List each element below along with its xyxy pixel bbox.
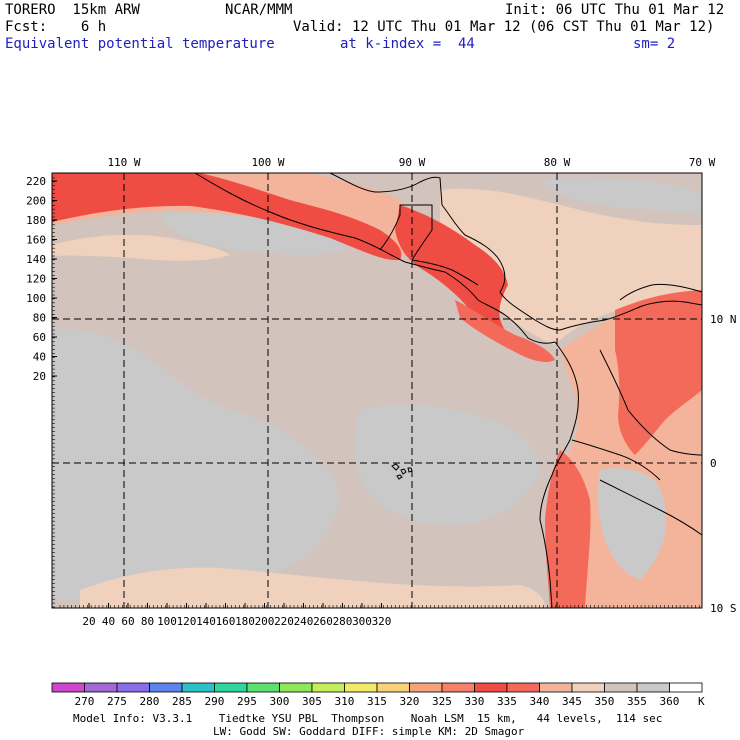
high-theta-e-region <box>545 450 591 608</box>
ecuador-border <box>571 439 661 481</box>
low-theta-e-region <box>540 177 702 215</box>
y-tick-label: 40 <box>33 351 46 364</box>
colorbar-label: 335 <box>497 695 517 708</box>
field-name: Equivalent potential temperature <box>5 36 275 52</box>
x-tick-label: 160 <box>216 615 236 628</box>
latitude-label: 10 N <box>710 313 737 326</box>
x-tick-label: 140 <box>196 615 216 628</box>
latitude-label: 0 <box>710 457 717 470</box>
model-info-line: Model Info: V3.3.1 Tiedtke YSU PBL Thomp… <box>73 712 663 725</box>
x-tick-label: 180 <box>235 615 255 628</box>
physics-info-line: LW: Godd SW: Goddard DIFF: simple KM: 2D… <box>213 725 525 738</box>
longitude-label: 110 W <box>107 156 140 169</box>
init-time: Init: 06 UTC Thu 01 Mar 12 <box>505 2 725 18</box>
y-tick-label: 140 <box>26 253 46 266</box>
latitude-label: 10 S <box>710 602 737 615</box>
colorbar-label: 350 <box>594 695 615 708</box>
very-high-theta-e-region <box>615 290 702 455</box>
model-title: TORERO 15km ARW <box>5 2 140 18</box>
colorbar-label: 330 <box>464 695 485 708</box>
peru-border <box>599 479 702 536</box>
coastlines <box>194 173 702 608</box>
x-tick-label: 100 <box>157 615 177 628</box>
colorbar-label: 305 <box>302 695 322 708</box>
longitude-label: 70 W <box>689 156 716 169</box>
moderate-theta-e-band <box>80 567 545 608</box>
colorbar-label: 285 <box>172 695 192 708</box>
colorbar-label: 310 <box>334 695 355 708</box>
y-tick-label: 100 <box>26 292 46 305</box>
organization-label: NCAR/MMM <box>225 2 293 18</box>
x-tick-label: 220 <box>274 615 294 628</box>
colombia-coastline <box>559 300 702 331</box>
colorbar-label: 295 <box>237 695 257 708</box>
moderate-theta-e-band <box>52 234 230 261</box>
colorbar-unit: K <box>698 695 705 708</box>
guatemala-border <box>379 204 433 261</box>
x-tick-label: 120 <box>177 615 197 628</box>
honduras-border <box>411 259 479 286</box>
y-tick-label: 60 <box>33 331 46 344</box>
colorbar-label: 355 <box>627 695 647 708</box>
low-theta-e-region <box>597 468 667 580</box>
low-theta-e-region <box>354 404 540 526</box>
yucatan-coastline <box>329 173 443 206</box>
colorbar-label: 290 <box>204 695 225 708</box>
y-tick-label: 180 <box>26 214 46 227</box>
y-tick-label: 160 <box>26 234 46 247</box>
level-label: at k-index = 44 <box>340 36 475 52</box>
y-tick-label: 80 <box>33 312 46 325</box>
x-tick-label: 280 <box>333 615 353 628</box>
x-tick-label: 20 <box>82 615 95 628</box>
pacific-sa-coastline <box>539 341 579 608</box>
very-high-theta-e-region <box>52 173 402 261</box>
x-tick-label: 240 <box>294 615 314 628</box>
colorbar-label: 275 <box>107 695 127 708</box>
colombia-border <box>599 349 702 456</box>
venezuela-coastline <box>619 283 702 301</box>
colorbar-label: 320 <box>399 695 420 708</box>
central-america-coastline <box>444 271 556 344</box>
map-frame <box>51 172 703 609</box>
longitude-label: 80 W <box>544 156 571 169</box>
x-tick-label: 40 <box>102 615 115 628</box>
colorbar-label: 345 <box>562 695 582 708</box>
x-tick-label: 320 <box>372 615 392 628</box>
galapagos-islands <box>391 463 413 480</box>
y-tick-label: 220 <box>26 175 46 188</box>
x-tick-label: 60 <box>121 615 134 628</box>
colorbar-label: 340 <box>529 695 550 708</box>
longitude-label: 90 W <box>399 156 426 169</box>
x-tick-label: 260 <box>313 615 333 628</box>
colorbar-label: 300 <box>269 695 290 708</box>
colorbar-label: 360 <box>659 695 680 708</box>
y-tick-label: 120 <box>26 273 46 286</box>
theta-e-field <box>52 173 702 608</box>
colorbar-label: 325 <box>432 695 452 708</box>
high-theta-e-region <box>455 300 555 363</box>
caribbean-coastline <box>441 204 561 331</box>
forecast-hour: Fcst: 6 h <box>5 19 107 35</box>
x-tick-label: 80 <box>141 615 154 628</box>
y-tick-label: 200 <box>26 195 46 208</box>
smoothing-label: sm= 2 <box>633 36 676 52</box>
mexico-coastline <box>194 173 446 273</box>
colorbar-label: 280 <box>139 695 160 708</box>
y-tick-label: 20 <box>33 370 46 383</box>
very-high-theta-e-region <box>395 205 508 332</box>
graticule <box>52 173 702 608</box>
longitude-label: 100 W <box>251 156 284 169</box>
colorbar-label: 315 <box>367 695 387 708</box>
valid-time: Valid: 12 UTC Thu 01 Mar 12 (06 CST Thu … <box>293 19 715 35</box>
x-tick-label: 200 <box>255 615 275 628</box>
colorbar-label: 270 <box>74 695 95 708</box>
x-tick-label: 300 <box>352 615 372 628</box>
